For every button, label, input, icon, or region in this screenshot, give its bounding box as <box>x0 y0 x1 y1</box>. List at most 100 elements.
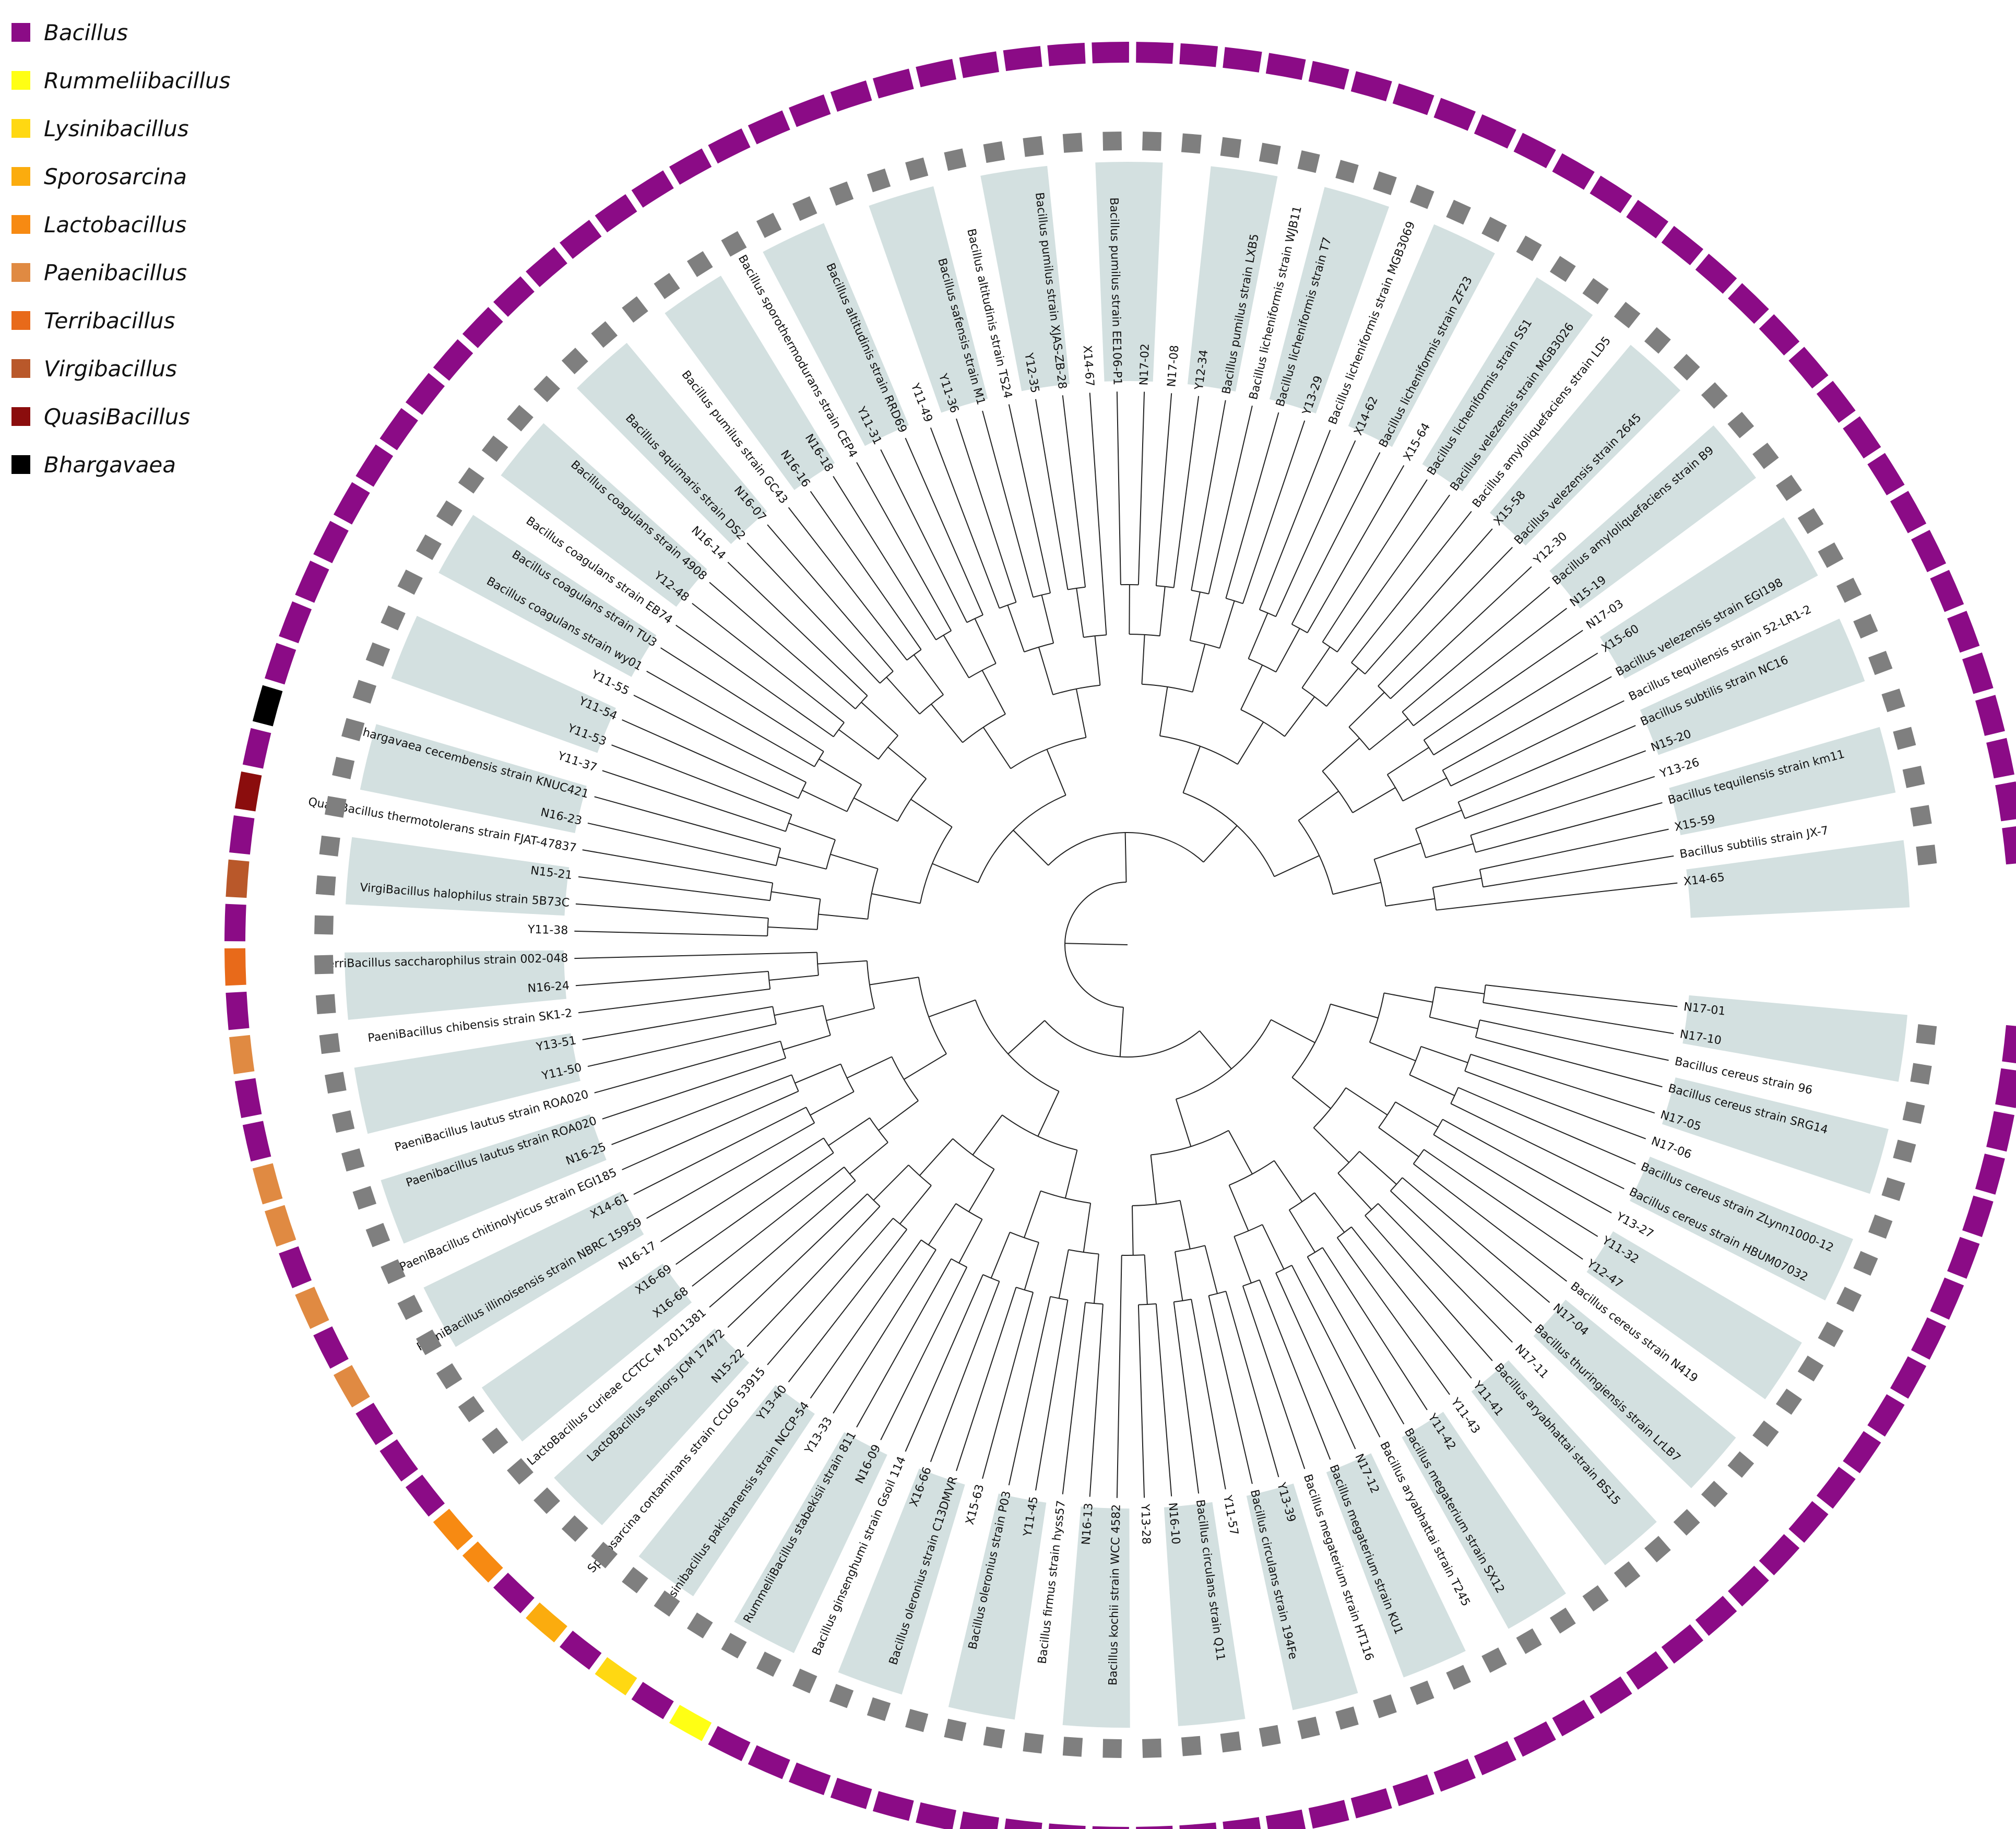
genus-ring-segment <box>234 1078 262 1119</box>
branch-line <box>1259 430 1331 610</box>
trait-square-marker <box>1910 805 1932 827</box>
branch-line <box>767 524 894 672</box>
branch-arc <box>966 614 983 623</box>
trait-square-marker <box>1836 1287 1862 1312</box>
branch-line <box>1274 855 1320 877</box>
branch-line <box>819 758 862 785</box>
trait-square-marker <box>458 1396 484 1422</box>
branch-line <box>943 635 969 679</box>
genus-ring-segment <box>1552 153 1595 190</box>
trait-square-marker <box>352 1185 377 1210</box>
branch-line <box>675 1152 834 1265</box>
branch-line <box>1155 393 1172 586</box>
clade-highlight <box>1095 162 1163 382</box>
branch-line <box>869 977 919 985</box>
genus-ring-segment <box>242 728 271 769</box>
legend-swatch <box>11 71 30 90</box>
clade-highlight <box>1586 1231 1802 1399</box>
legend-item: Rummeliibacillus <box>11 65 230 96</box>
branch-line <box>1007 1020 1045 1054</box>
branch-line <box>1199 1030 1232 1070</box>
genus-ring-segment <box>380 1439 418 1482</box>
trait-square-marker <box>381 605 406 631</box>
clade-highlight <box>1686 840 1910 918</box>
branch-line <box>1475 1037 1663 1088</box>
clade-highlight <box>381 1114 607 1244</box>
trait-square-marker <box>1481 217 1507 242</box>
genus-ring-segment <box>1728 283 1769 324</box>
branch-arc <box>1010 1231 1039 1243</box>
branch-line <box>1089 1304 1104 1497</box>
branch-line <box>1424 630 1583 741</box>
genus-ring-segment <box>1911 1317 1947 1360</box>
genus-ring-segment <box>462 307 503 348</box>
branch-line <box>575 970 768 987</box>
branch-arc <box>977 794 1066 883</box>
genus-ring-segment <box>1223 47 1262 73</box>
branch-line <box>1442 1119 1612 1214</box>
branch-arc <box>1291 624 1308 634</box>
genus-ring-segment <box>333 482 370 525</box>
genus-ring-segment <box>1136 1825 1173 1829</box>
branch-line <box>1225 1291 1279 1477</box>
leaf-label: Y11-57 <box>1220 1494 1240 1537</box>
genus-ring-segment <box>916 1802 956 1829</box>
branch-line <box>1336 1237 1450 1395</box>
clade-highlight <box>638 1385 815 1597</box>
genus-ring-segment <box>789 94 831 127</box>
branch-line <box>1275 628 1300 672</box>
branch-arc <box>1433 1119 1443 1135</box>
trait-square-marker <box>314 915 334 935</box>
branch-arc <box>844 1167 856 1181</box>
branch-arc <box>1313 1087 1347 1129</box>
trait-square-marker <box>905 1709 929 1732</box>
genus-ring-segment <box>872 68 914 99</box>
branch-line <box>660 647 824 752</box>
branch-line <box>1204 1245 1218 1294</box>
branch-line <box>1291 1077 1331 1109</box>
genus-ring-segment <box>313 520 349 564</box>
branch-line <box>1237 721 1264 765</box>
branch-line <box>1471 1053 1655 1114</box>
branch-line <box>1174 1251 1183 1301</box>
genus-ring-segment <box>669 1705 712 1741</box>
genus-ring-segment <box>1695 1596 1737 1636</box>
legend-label: Paenibacillus <box>44 259 187 286</box>
clade-highlight <box>948 1493 1047 1720</box>
clade-highlight <box>1533 1299 1736 1489</box>
clade-highlight <box>354 1033 580 1134</box>
genus-ring-segment <box>493 1573 535 1613</box>
branch-arc <box>855 695 868 709</box>
branch-arc <box>805 1107 815 1123</box>
branch-line <box>1116 1255 1122 1498</box>
branch-line <box>932 863 979 883</box>
branch-arc <box>822 1005 831 1036</box>
branch-line <box>1479 1019 1669 1061</box>
trait-square-marker <box>867 1697 891 1721</box>
branch-line <box>1322 738 1360 772</box>
legend-swatch <box>11 119 30 138</box>
trait-square-marker <box>1673 354 1700 381</box>
trait-square-marker <box>1881 1177 1905 1201</box>
branch-line <box>1433 1134 1598 1237</box>
trait-square-marker <box>365 1222 390 1248</box>
clade-highlight <box>1640 619 1865 755</box>
trait-square-marker <box>1902 765 1925 788</box>
branch-line <box>1240 664 1263 710</box>
branch-line <box>1175 1099 1192 1147</box>
branch-arc <box>1176 1019 1272 1100</box>
genus-ring-segment <box>708 128 751 164</box>
branch-line <box>956 1287 1017 1471</box>
genus-ring-segment <box>631 1682 674 1719</box>
trait-square-marker <box>1102 1739 1122 1759</box>
clade-highlight <box>554 1328 750 1525</box>
genus-ring-segment <box>355 1403 394 1445</box>
branch-line <box>794 1063 841 1084</box>
trait-square-marker <box>332 756 355 779</box>
branch-arc <box>891 1056 919 1101</box>
branch-arc <box>1442 770 1452 787</box>
branch-line <box>1307 465 1405 633</box>
leaf-label: Y11-49 <box>908 381 934 424</box>
branch-line <box>602 770 786 832</box>
